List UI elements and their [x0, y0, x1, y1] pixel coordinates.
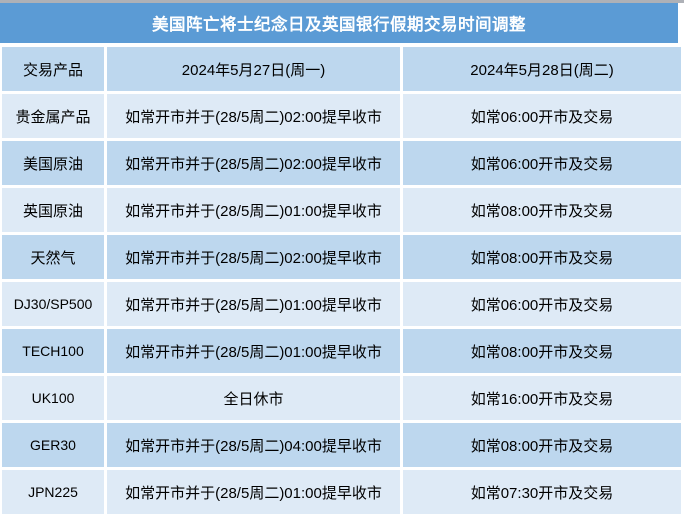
tuesday-schedule-cell: 如常06:00开市及交易 [403, 282, 681, 326]
top-border-strip [0, 0, 684, 3]
product-cell: UK100 [2, 376, 104, 420]
monday-schedule-cell: 如常开市并于(28/5周二)01:00提早收市 [107, 188, 400, 232]
monday-schedule-cell: 如常开市并于(28/5周二)01:00提早收市 [107, 282, 400, 326]
table-title-bar: 美国阵亡将士纪念日及英国银行假期交易时间调整 [0, 3, 678, 43]
tuesday-schedule-cell: 如常07:30开市及交易 [403, 470, 681, 514]
tuesday-schedule-cell: 如常06:00开市及交易 [403, 141, 681, 185]
tuesday-schedule-cell: 如常06:00开市及交易 [403, 94, 681, 138]
product-cell: TECH100 [2, 329, 104, 373]
monday-schedule-cell: 如常开市并于(28/5周二)02:00提早收市 [107, 235, 400, 279]
product-cell: JPN225 [2, 470, 104, 514]
column-header-tuesday: 2024年5月28日(周二) [403, 47, 681, 91]
product-cell: 美国原油 [2, 141, 104, 185]
tuesday-schedule-cell: 如常08:00开市及交易 [403, 188, 681, 232]
product-cell: 贵金属产品 [2, 94, 104, 138]
column-header-monday: 2024年5月27日(周一) [107, 47, 400, 91]
monday-schedule-cell: 如常开市并于(28/5周二)02:00提早收市 [107, 94, 400, 138]
product-cell: 天然气 [2, 235, 104, 279]
trading-hours-table: 交易产品 2024年5月27日(周一) 2024年5月28日(周二) 贵金属产品… [2, 47, 681, 514]
monday-schedule-cell: 如常开市并于(28/5周二)04:00提早收市 [107, 423, 400, 467]
product-cell: DJ30/SP500 [2, 282, 104, 326]
monday-schedule-cell: 如常开市并于(28/5周二)01:00提早收市 [107, 470, 400, 514]
monday-schedule-cell: 如常开市并于(28/5周二)01:00提早收市 [107, 329, 400, 373]
tuesday-schedule-cell: 如常08:00开市及交易 [403, 329, 681, 373]
tuesday-schedule-cell: 如常08:00开市及交易 [403, 423, 681, 467]
column-header-product: 交易产品 [2, 47, 104, 91]
monday-schedule-cell: 全日休市 [107, 376, 400, 420]
tuesday-schedule-cell: 如常16:00开市及交易 [403, 376, 681, 420]
monday-schedule-cell: 如常开市并于(28/5周二)02:00提早收市 [107, 141, 400, 185]
tuesday-schedule-cell: 如常08:00开市及交易 [403, 235, 681, 279]
product-cell: 英国原油 [2, 188, 104, 232]
product-cell: GER30 [2, 423, 104, 467]
table-title: 美国阵亡将士纪念日及英国银行假期交易时间调整 [152, 16, 526, 34]
